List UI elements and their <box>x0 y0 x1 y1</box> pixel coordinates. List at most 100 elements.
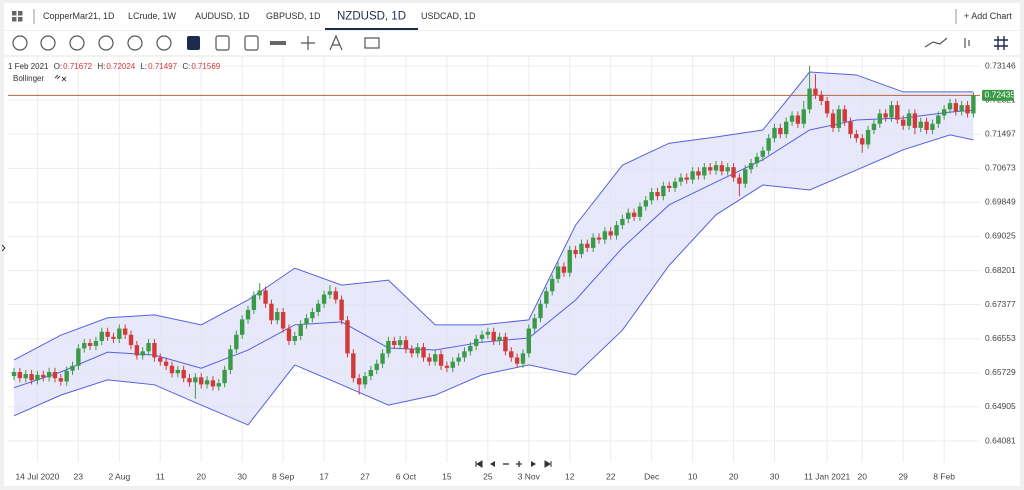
y-tick-label: 0.73146 <box>985 60 1016 70</box>
candle-body <box>456 357 461 362</box>
tool-icon[interactable] <box>156 35 172 51</box>
tool-icon[interactable] <box>964 38 970 48</box>
candle-body <box>111 336 116 339</box>
tool-icon[interactable] <box>98 35 114 51</box>
tool-icon[interactable] <box>69 35 85 51</box>
candle-body <box>46 371 52 378</box>
tool-icon[interactable] <box>244 35 259 51</box>
candle-body <box>590 237 596 248</box>
candle-body <box>842 109 847 122</box>
candle-body <box>41 374 46 378</box>
candle-body <box>550 278 555 292</box>
candle-body <box>865 129 871 145</box>
candle-body <box>836 109 842 128</box>
indicator-controls[interactable] <box>54 74 67 82</box>
candle-body <box>912 113 918 128</box>
candle-body <box>199 377 204 385</box>
candle-body <box>485 331 491 335</box>
nav-last[interactable] <box>544 460 552 468</box>
candle-body <box>99 331 104 341</box>
candle-body <box>789 115 795 122</box>
candle-body <box>596 237 602 240</box>
candle-body <box>801 109 806 124</box>
candle-body <box>936 115 941 124</box>
candle-body <box>304 318 309 325</box>
ohlc-value: 0.71672 <box>63 62 92 71</box>
crosshair-info: 1 Feb 2021 O:0.71672 H:0.72024 L:0.71497… <box>8 62 221 71</box>
band-upper <box>13 71 974 361</box>
tool-icon[interactable] <box>187 36 200 50</box>
candle-body <box>602 231 608 240</box>
candle-body <box>503 336 508 352</box>
candle-body <box>292 335 298 341</box>
nav-back[interactable] <box>490 461 495 467</box>
candle-body <box>64 370 69 382</box>
candle-body <box>140 351 145 356</box>
candle-body <box>239 319 245 335</box>
candle-body <box>877 113 882 124</box>
side-toggle[interactable] <box>1 244 6 252</box>
candle-body <box>620 218 625 226</box>
candle-body <box>23 374 28 379</box>
candle-body <box>544 291 549 304</box>
candle-body <box>70 365 75 371</box>
tab-bar <box>4 3 1020 30</box>
tool-icon[interactable] <box>364 37 380 49</box>
candle-body <box>900 119 906 126</box>
tab[interactable]: GBPUSD, 1D <box>266 11 321 21</box>
candle-body <box>690 171 695 180</box>
nav-zoom-in[interactable] <box>516 461 522 467</box>
nav-first[interactable] <box>475 460 483 468</box>
nav-forward[interactable] <box>531 461 536 467</box>
candle-body <box>678 177 684 182</box>
candle-body <box>889 105 894 118</box>
candle-body <box>351 353 356 379</box>
candle-body <box>409 349 415 354</box>
tool-icon[interactable] <box>12 35 28 51</box>
add-chart-button[interactable]: + Add Chart <box>964 11 1012 21</box>
candle-body <box>860 138 865 145</box>
tool-icon[interactable] <box>329 34 343 51</box>
tab[interactable]: LCrude, 1W <box>128 11 177 21</box>
candle-body <box>134 345 140 356</box>
candle-body <box>672 181 678 188</box>
candle-body <box>415 347 420 354</box>
x-tick-label: 17 <box>319 471 329 481</box>
candle-body <box>824 101 830 114</box>
ohlc-value: 0.71497 <box>148 62 177 71</box>
tab[interactable]: CopperMar21, 1D <box>43 11 115 21</box>
ohlc-value: 0.71569 <box>191 62 220 71</box>
candle-body <box>87 343 93 346</box>
tool-icon[interactable] <box>301 36 315 50</box>
indicator-label[interactable]: Bollinger <box>13 74 44 83</box>
tool-icon[interactable] <box>40 35 56 51</box>
tab[interactable]: USDCAD, 1D <box>421 11 476 21</box>
x-tick-label: 3 Nov <box>518 471 541 481</box>
ohlc-label: O: <box>54 62 62 71</box>
tool-icon[interactable] <box>924 37 948 48</box>
candle-body <box>368 369 374 377</box>
candle-body <box>743 169 748 184</box>
ohlc-label: L: <box>140 62 147 71</box>
candle-body <box>819 94 824 102</box>
x-tick-label: 15 <box>442 471 452 481</box>
candle-body <box>152 343 157 358</box>
tool-icon[interactable] <box>994 36 1008 50</box>
tool-icon[interactable] <box>127 35 143 51</box>
tool-icon[interactable] <box>215 35 230 51</box>
candle-body <box>403 340 409 350</box>
x-tick-label: 8 Feb <box>933 471 955 481</box>
x-tick-label: 30 <box>770 471 780 481</box>
candle-body <box>421 347 426 358</box>
candle-body <box>573 249 578 255</box>
candle-body <box>251 295 257 310</box>
tool-icon[interactable] <box>270 41 286 45</box>
candle-body <box>462 351 467 358</box>
tab[interactable]: AUDUSD, 1D <box>195 11 250 21</box>
tab[interactable]: NZDUSD, 1D <box>337 11 406 23</box>
layout-icon[interactable] <box>12 11 23 22</box>
candle-body <box>766 138 771 151</box>
candle-body <box>117 328 122 339</box>
candle-body <box>35 374 40 381</box>
